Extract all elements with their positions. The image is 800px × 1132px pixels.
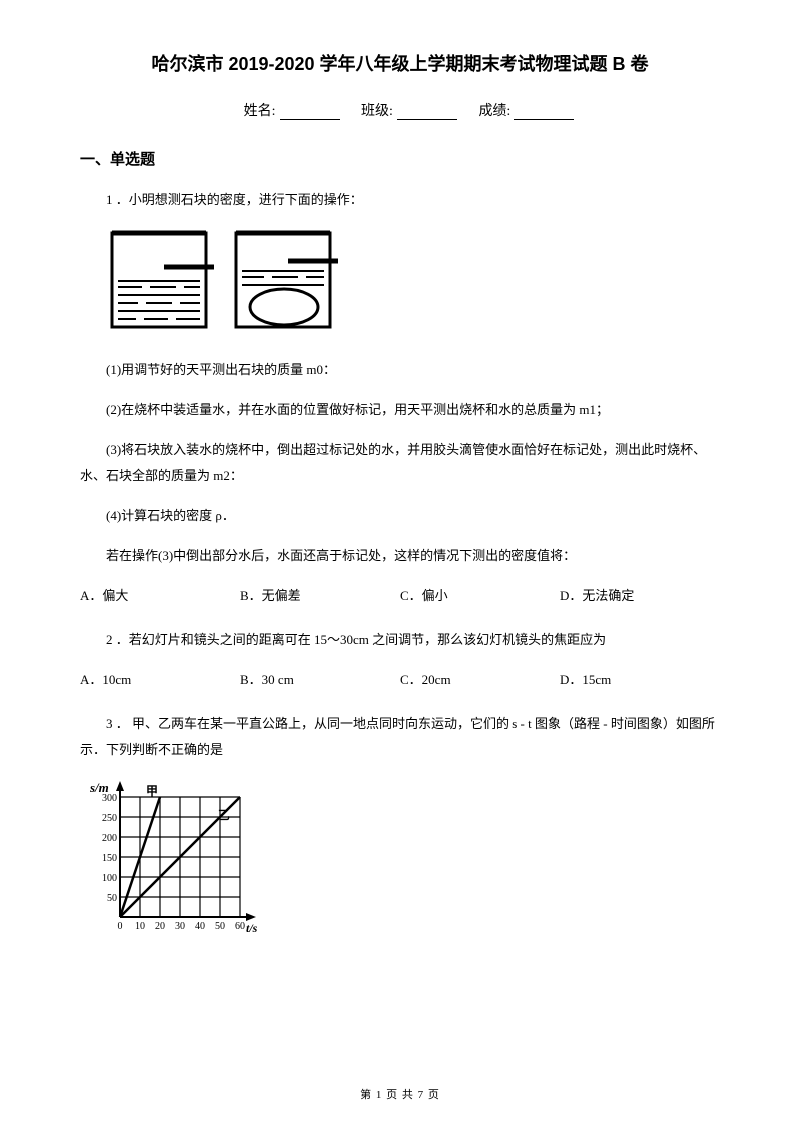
q1-tail: 若在操作(3)中倒出部分水后，水面还高于标记处，这样的情况下测出的密度值将： xyxy=(80,543,720,569)
name-blank[interactable] xyxy=(280,106,340,120)
q1-option-b[interactable]: B．无偏差 xyxy=(240,583,400,609)
q2-option-b[interactable]: B．30 cm xyxy=(240,667,400,693)
score-label: 成绩: xyxy=(478,104,510,119)
q3-text: 3 ． 甲、乙两车在某一平直公路上，从同一地点同时向东运动，它们的 s - t … xyxy=(80,711,720,763)
q2-option-d[interactable]: D．15cm xyxy=(560,667,720,693)
ytick-100: 100 xyxy=(102,873,117,884)
question-3: 3 ． 甲、乙两车在某一平直公路上，从同一地点同时向东运动，它们的 s - t … xyxy=(80,711,720,942)
graph-xlabel: t/s xyxy=(246,921,258,935)
xtick-30: 30 xyxy=(175,921,185,932)
class-blank[interactable] xyxy=(397,106,457,120)
xtick-0: 0 xyxy=(118,921,123,932)
ytick-250: 250 xyxy=(102,813,117,824)
class-label: 班级: xyxy=(361,104,393,119)
q1-stem-text: 小明想测石块的密度，进行下面的操作： xyxy=(129,192,363,207)
xtick-10: 10 xyxy=(135,921,145,932)
question-2: 2 ．若幻灯片和镜头之间的距离可在 15～30cm 之间调节，那么该幻灯机镜头的… xyxy=(80,627,720,693)
q2-option-c[interactable]: C．20cm xyxy=(400,667,560,693)
q1-option-a[interactable]: A．偏大 xyxy=(80,583,240,609)
ytick-50: 50 xyxy=(107,893,117,904)
q1-step2: (2)在烧杯中装适量水，并在水面的位置做好标记，用天平测出烧杯和水的总质量为 m… xyxy=(80,397,720,423)
beaker-2-icon xyxy=(230,227,340,337)
xtick-50: 50 xyxy=(215,921,225,932)
q2-options: A．10cm B．30 cm C．20cm D．15cm xyxy=(80,667,720,693)
ytick-150: 150 xyxy=(102,853,117,864)
beaker-1-icon xyxy=(106,227,216,337)
section-heading: 一、单选题 xyxy=(80,148,720,169)
q3-figure: s/m 50 100 150 200 250 300 0 10 20 30 40… xyxy=(90,777,720,942)
page-footer: 第 1 页 共 7 页 xyxy=(0,1086,800,1102)
name-label: 姓名: xyxy=(244,104,276,119)
q1-option-c[interactable]: C．偏小 xyxy=(400,583,560,609)
line2-label: 乙 xyxy=(218,808,230,822)
question-1: 1 ．小明想测石块的密度，进行下面的操作： xyxy=(80,187,720,609)
line1-label: 甲 xyxy=(146,784,158,798)
st-graph-icon: s/m 50 100 150 200 250 300 0 10 20 30 40… xyxy=(90,777,265,942)
xtick-40: 40 xyxy=(195,921,205,932)
q1-num: 1 ． xyxy=(106,192,129,207)
q2-text: 2 ．若幻灯片和镜头之间的距离可在 15～30cm 之间调节，那么该幻灯机镜头的… xyxy=(80,627,720,653)
q1-step3: (3)将石块放入装水的烧杯中，倒出超过标记处的水，并用胶头滴管使水面恰好在标记处… xyxy=(80,437,720,489)
q1-step1: (1)用调节好的天平测出石块的质量 m0： xyxy=(80,357,720,383)
q1-options: A．偏大 B．无偏差 C．偏小 D．无法确定 xyxy=(80,583,720,609)
q2-option-a[interactable]: A．10cm xyxy=(80,667,240,693)
xtick-20: 20 xyxy=(155,921,165,932)
xtick-60: 60 xyxy=(235,921,245,932)
ytick-300: 300 xyxy=(102,793,117,804)
student-info-row: 姓名: 班级: 成绩: xyxy=(80,100,720,120)
q1-step4: (4)计算石块的密度 ρ． xyxy=(80,503,720,529)
ytick-200: 200 xyxy=(102,833,117,844)
q1-option-d[interactable]: D．无法确定 xyxy=(560,583,720,609)
q1-stem: 1 ．小明想测石块的密度，进行下面的操作： xyxy=(80,187,720,213)
score-blank[interactable] xyxy=(514,106,574,120)
q1-figure xyxy=(106,227,720,337)
page-title: 哈尔滨市 2019-2020 学年八年级上学期期末考试物理试题 B 卷 xyxy=(80,50,720,76)
